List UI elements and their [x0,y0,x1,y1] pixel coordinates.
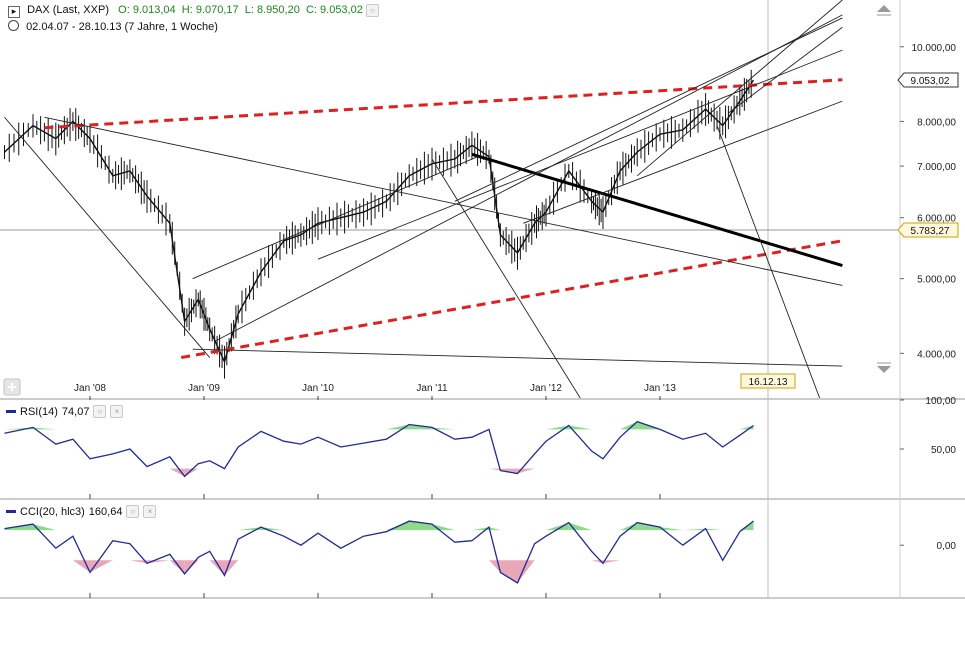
drawn-trend-line [716,125,821,399]
rsi-overbought-fill [620,421,638,430]
rsi-oversold-fill [517,468,535,474]
cci-line [4,520,754,584]
date-marker-box [740,373,796,389]
cci-value: 160,64 [88,505,123,518]
chart-header: ▸ DAX (Last, XXP) O: 9.013,04 H: 9.070,1… [8,4,379,18]
low-value: L: 8.950,20 [244,4,300,16]
drawn-trend-line [317,49,843,260]
cci-positive-fill [471,527,489,531]
x-tick-label: Jan '13 [644,383,676,394]
cci-label: CCI(20, hlc3) 160,64 ○ × [6,505,157,518]
x-tick-label: Jan '12 [530,383,562,394]
rsi-oversold-fill [489,468,501,471]
cci-positive-fill [660,527,683,531]
rsi-overbought-fill [33,427,56,430]
cci-positive-fill [705,528,723,531]
cci-positive-fill [386,521,410,531]
cci-close-icon[interactable]: × [143,505,157,518]
cci-positive-fill [620,522,638,531]
settings-icon[interactable]: ○ [365,4,379,17]
price-y-tick-label: 10.000,00 [912,43,957,54]
rsi-overbought-fill [432,427,455,430]
plus-square-icon-glyph [8,383,16,391]
red-trend-line [180,239,843,360]
drawn-trend-line [44,116,843,286]
drawn-trend-line [454,17,843,202]
cci-positive-fill [637,522,660,531]
drawn-trend-line [523,100,843,224]
drawn-trend-line [192,156,478,280]
cci-settings-icon[interactable]: ○ [126,505,140,518]
rsi-overbought-fill [568,425,592,430]
price-y-tick-label: 5.000,00 [917,275,956,286]
cci-positive-fill [489,527,501,531]
cci-positive-fill [568,522,592,531]
rsi-close-icon[interactable]: × [110,405,124,418]
clock-icon [8,20,19,31]
thick-trend-line [471,152,843,267]
x-tick-label: Jan '10 [302,383,334,394]
marker-box [897,72,959,88]
close-value: C: 9.053,02 [305,4,363,16]
rsi-label: RSI(14) 74,07 ○ × [6,405,124,418]
date-range-text: 02.04.07 - 28.10.13 (7 Jahre, 1 Woche) [26,21,218,33]
cci-positive-fill [546,522,569,531]
drawn-trend-line [636,0,843,177]
symbol-label: DAX (Last, XXP) [27,4,109,16]
x-tick-label: Jan '08 [74,383,106,394]
cci-positive-fill [33,524,56,531]
cursor-price-marker: 5.783,27 [897,222,959,238]
cci-line-swatch [6,510,16,513]
scroll-down-arrow-icon [877,366,891,373]
collapse-icon[interactable]: ▸ [8,6,20,18]
price-y-tick-label: 8.000,00 [917,117,956,128]
rsi-overbought-fill [546,425,569,430]
cci-negative-fill [209,560,225,576]
drawn-trend-line [4,116,211,358]
rsi-oversold-fill [184,468,199,477]
price-y-tick-label: 6.000,00 [917,214,956,225]
cci-negative-fill [500,560,518,583]
marker-label: 9.053,02 [911,76,950,87]
drawn-trend-line [215,14,843,342]
red-trend-line [44,78,843,130]
rsi-line-swatch [6,410,16,413]
cci-title: CCI(20, hlc3) [20,505,85,518]
date-marker-label: 16.12.13 [749,377,788,388]
high-value: H: 9.070,17 [181,4,239,16]
cci-positive-fill [682,528,706,531]
cci-negative-fill [90,560,113,573]
cci-negative-fill [517,560,535,583]
indicator-y-tick-label: 50,00 [931,445,956,456]
last-price-marker: 9.053,02 [897,72,959,88]
cci-negative-fill [603,560,621,564]
indicator-y-tick-label: 0,00 [937,541,957,552]
x-tick-label: Jan '09 [188,383,220,394]
cci-negative-fill [169,560,185,574]
rsi-line [4,420,754,478]
indicator-y-tick-label: 100,00 [925,396,956,407]
price-series-line [4,79,755,364]
date-range: 02.04.07 - 28.10.13 (7 Jahre, 1 Woche) [8,20,218,33]
drawn-trend-line [192,348,843,367]
cci-negative-fill [224,560,239,576]
x-tick-label: Jan '11 [416,383,448,394]
drawn-trend-line [728,26,843,114]
rsi-settings-icon[interactable]: ○ [93,405,107,418]
cursor-date-marker: 16.12.13 [740,373,796,389]
rsi-value: 74,07 [61,405,90,418]
scroll-up-arrow-icon [877,5,891,12]
price-y-tick-label: 7.000,00 [917,162,956,173]
marker-box [897,222,959,238]
open-value: O: 9.013,04 [118,4,176,16]
cci-negative-fill [129,560,147,564]
drawn-trend-line [431,158,581,399]
marker-label: 5.783,27 [911,226,950,237]
price-y-tick-label: 4.000,00 [917,349,956,360]
rsi-title: RSI(14) [20,405,58,418]
